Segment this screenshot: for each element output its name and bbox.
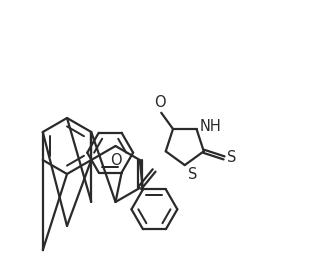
Text: NH: NH	[200, 119, 221, 134]
Text: S: S	[188, 167, 197, 182]
Text: O: O	[110, 153, 121, 168]
Text: S: S	[227, 150, 237, 165]
Text: O: O	[154, 95, 166, 110]
